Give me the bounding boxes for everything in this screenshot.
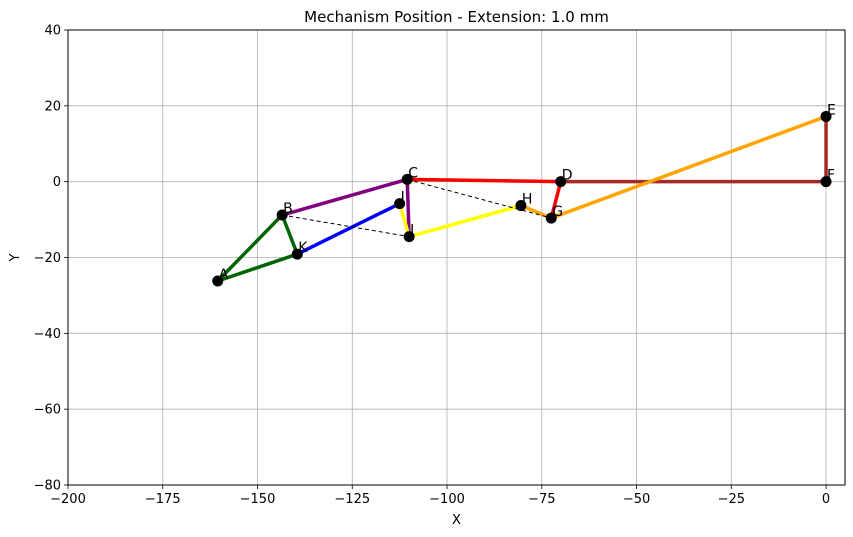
x-tick-label: −75 <box>528 492 555 507</box>
point-label-H: H <box>522 192 533 208</box>
y-tick-label: 0 <box>53 175 61 190</box>
link-B-C <box>281 177 408 217</box>
link-J-I <box>397 203 411 238</box>
x-axis-label: X <box>452 513 461 528</box>
point-H <box>515 200 527 212</box>
x-tick-label: −200 <box>50 492 86 507</box>
point-label-B: B <box>283 201 293 217</box>
x-tick-label: −50 <box>623 492 650 507</box>
point-label-D: D <box>562 168 573 184</box>
link-G-E <box>550 114 827 220</box>
point-G <box>545 212 557 224</box>
link-A-B <box>216 213 284 283</box>
y-tick-label: −40 <box>34 327 61 342</box>
point-label-G: G <box>552 204 563 220</box>
point-label-C: C <box>408 165 418 181</box>
point-A <box>212 275 224 287</box>
point-E <box>820 110 832 122</box>
point-J <box>394 198 406 210</box>
link-C-D <box>407 177 561 184</box>
x-tick-label: −175 <box>145 492 181 507</box>
link-I-H <box>408 203 522 239</box>
point-label-J: J <box>400 190 405 206</box>
ticks: −200 −175 −150 −125 −100 −75 −50 −25 0−80−60−40−… <box>34 24 831 508</box>
link-K-A <box>217 252 298 283</box>
point-D <box>555 176 567 188</box>
point-label-I: I <box>410 223 414 239</box>
y-axis-label: Y <box>8 253 23 262</box>
x-tick-label: −125 <box>334 492 370 507</box>
link-B-K <box>280 214 299 255</box>
y-tick-label: −20 <box>34 251 61 266</box>
point-B <box>276 209 288 221</box>
point-F <box>820 176 832 188</box>
x-tick-label: −100 <box>429 492 465 507</box>
point-label-K: K <box>298 240 308 256</box>
dashed-link-B-I <box>282 214 410 238</box>
y-tick-label: 40 <box>44 24 61 39</box>
links <box>216 114 828 283</box>
chart-title: Mechanism Position - Extension: 1.0 mm <box>304 8 609 26</box>
dashed-link-C-G <box>407 178 552 219</box>
points: A B C D E F G H I J K <box>212 102 836 287</box>
point-K <box>291 248 303 260</box>
y-tick-label: 20 <box>44 99 61 114</box>
point-label-E: E <box>827 102 836 118</box>
point-label-F: F <box>827 168 835 184</box>
link-C-I <box>405 179 411 237</box>
link-K-J <box>296 202 401 256</box>
y-tick-label: −60 <box>34 403 61 418</box>
x-tick-label: 0 <box>822 492 830 507</box>
point-C <box>401 173 413 185</box>
x-tick-label: −25 <box>718 492 745 507</box>
x-tick-label: −150 <box>240 492 276 507</box>
point-I <box>403 231 415 243</box>
dashed-links <box>282 178 552 238</box>
link-D-G <box>549 181 563 219</box>
y-tick-label: −80 <box>34 479 61 494</box>
point-label-A: A <box>219 267 229 283</box>
